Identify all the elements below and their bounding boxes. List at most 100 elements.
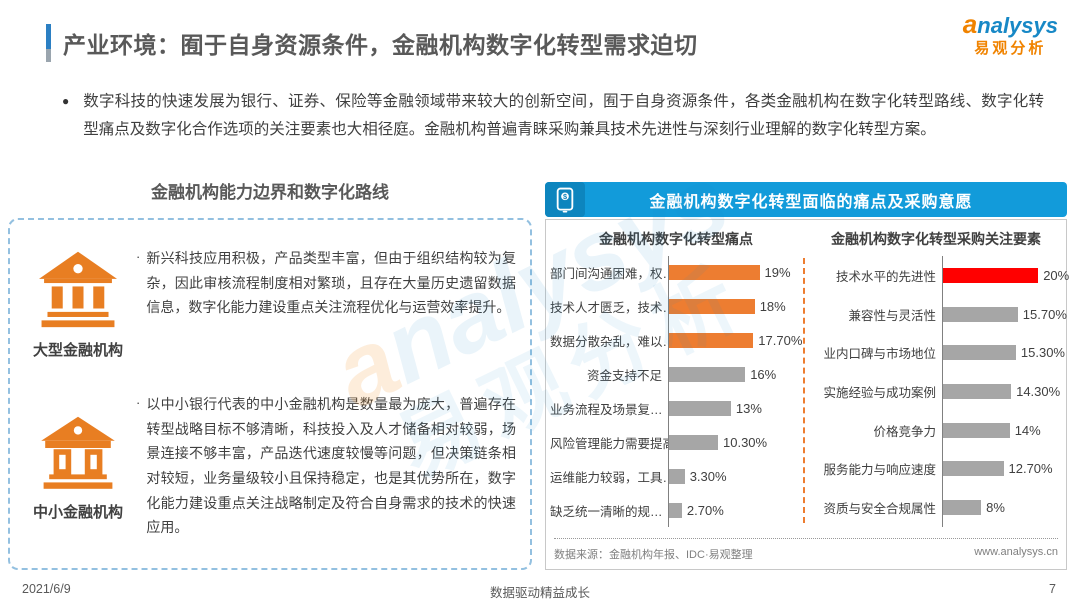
bar [669,333,754,349]
chart-row: 兼容性与灵活性 15.70% [812,294,1067,334]
bar-category-label: 部门间沟通困难，权… [550,267,668,282]
bar [669,367,746,383]
chart-divider [803,258,805,523]
bar-track: 19% [668,256,798,290]
bar [943,422,1010,438]
bar-value-label: 3.30% [689,468,727,484]
bar-category-label: 资质与安全合规属性 [823,502,936,517]
bar-track: 15.30% [942,333,1065,373]
bar-value-label: 10.30% [723,434,768,450]
large-institution-block: 大型金融机构 [24,250,132,360]
bar-category-label: 服务能力与响应速度 [823,463,936,478]
chart-row: 资质与安全合规属性 8% [812,488,1064,528]
small-institution-block: 中小金融机构 [24,414,132,522]
bar-track: 13% [668,391,798,426]
chart-row: 业内口碑与市场地位 15.30% [812,333,1065,373]
bar [669,400,731,416]
chart-title-pain-points: 金融机构数字化转型痛点 [599,231,753,247]
intro-paragraph: ● 数字科技的快速发展为银行、证券、保险等金融领域带来较大的创新空间，囿于自身资… [62,88,1044,143]
bar [669,265,760,281]
chart-row: 技术水平的先进性 20% [812,256,1069,295]
bar-track: 20% [942,256,1069,295]
logo-chinese-name: 易观分析 [974,39,1047,57]
bar-value-label: 19% [764,265,791,281]
source-row: 数据来源：金融机构年报、IDC·易观整理 www.analysys.cn [554,538,1058,562]
bar-value-label: 12.70% [1008,461,1053,477]
item-bullet-icon: · [136,395,141,410]
bar-category-label: 价格竞争力 [873,424,936,439]
bar-value-label: 8% [986,500,1005,516]
bar-category-label: 资金支持不足 [586,369,662,384]
bullet-icon: ● [62,94,70,108]
analysys-logo: analysys 易观分析 [963,10,1058,57]
title-bar: 产业环境：囿于自身资源条件，金融机构数字化转型需求迫切 [46,24,698,62]
large-institution-text: · 新兴科技应用积极，产品类型丰富，但由于组织结构较为复杂，因此审核流程制度相对… [136,246,516,320]
footer-date: 2021/6/9 [22,582,71,596]
left-section-title: 金融机构能力边界和数字化路线 [151,183,389,202]
title-accent-bar [46,24,51,62]
chart-row: 技术人才匮乏，技术… 18% [550,289,798,324]
chart-row: 风险管理能力需要提高 10.30% [550,425,798,460]
footer: 2021/6/9 数据驱动精益成长 7 [0,582,1080,602]
chart-row: 资金支持不足 16% [550,357,798,392]
bar-value-label: 20% [1043,267,1070,283]
bar-track: 3.30% [668,459,798,494]
bar [943,500,982,516]
bar-track: 16% [668,357,798,392]
bar [943,384,1012,400]
bar [669,502,682,518]
chart-row: 数据分散杂乱，难以… 17.70% [550,323,802,358]
footer-slogan: 数据驱动精益成长 [489,586,590,600]
chart-row: 部门间沟通困难，权… 19% [550,256,798,290]
small-institution-label: 中小金融机构 [32,504,123,521]
bar-category-label: 兼容性与灵活性 [848,308,936,323]
right-panel-header: $ 金融机构数字化转型面临的痛点及采购意愿 [545,182,1067,217]
bar [669,468,685,484]
bar-category-label: 风险管理能力需要提高 [550,436,668,451]
bar-track: 8% [942,488,1064,528]
bar-value-label: 18% [759,299,786,315]
bar-track: 10.30% [668,425,798,460]
chart-row: 业务流程及场景复… 13% [550,391,798,426]
chart-row: 运维能力较弱，工具… 3.30% [550,459,798,494]
bar-value-label: 15.30% [1020,345,1065,361]
item-bullet-icon: · [136,249,141,264]
mobile-payment-icon: $ [545,182,585,217]
bar-category-label: 缺乏统一清晰的规… [550,504,663,519]
bar [669,299,755,315]
bar-track: 15.70% [942,294,1067,334]
page-number: 7 [1049,582,1056,596]
bar-value-label: 2.70% [686,502,724,518]
bar-value-label: 16% [750,367,777,383]
small-institution-text: · 以中小银行代表的中小金融机构是数量最为庞大，普遍存在转型战略目标不够清晰，科… [136,392,516,540]
procurement-chart: 技术水平的先进性 20% 兼容性与灵活性 15.70% 业内口碑与市场地位 15.30% 实… [812,256,1069,528]
bar-track: 2.70% [668,493,798,527]
svg-text:$: $ [563,191,567,200]
chart-row: 实施经验与成功案例 14.30% [812,372,1064,411]
bar-category-label: 实施经验与成功案例 [823,386,936,401]
bar-value-label: 13% [735,400,762,416]
page-title: 产业环境：囿于自身资源条件，金融机构数字化转型需求迫切 [63,32,698,58]
chart-row: 服务能力与响应速度 12.70% [812,449,1064,489]
website-url: www.analysys.cn [974,546,1058,558]
bar-category-label: 技术水平的先进性 [835,269,936,284]
bar-category-label: 运维能力较弱，工具… [550,470,668,485]
chart-title-procurement: 金融机构数字化转型采购关注要素 [831,231,1041,247]
chart-row: 缺乏统一清晰的规… 2.70% [550,493,798,527]
bank-large-icon [39,251,117,328]
bar-value-label: 17.70% [758,333,803,349]
chart-row: 价格竞争力 14% [812,410,1064,450]
bar-track: 17.70% [668,323,803,358]
bar [943,461,1004,477]
bar-category-label: 数据分散杂乱，难以… [550,335,668,350]
large-institution-label: 大型金融机构 [32,342,123,359]
logo-swirl-icon: a [962,9,978,39]
data-source-note: 数据来源：金融机构年报、IDC·易观整理 [554,549,753,561]
pain-points-chart: 部门间沟通困难，权… 19% 技术人才匮乏，技术… 18% 数据分散杂乱，难以… 17.7… [550,256,802,527]
bank-small-icon [41,416,115,489]
bar-track: 14.30% [942,372,1064,411]
bar-track: 18% [668,289,798,324]
bar-category-label: 业务流程及场景复… [550,402,663,417]
bar-category-label: 业内口碑与市场地位 [823,347,936,362]
